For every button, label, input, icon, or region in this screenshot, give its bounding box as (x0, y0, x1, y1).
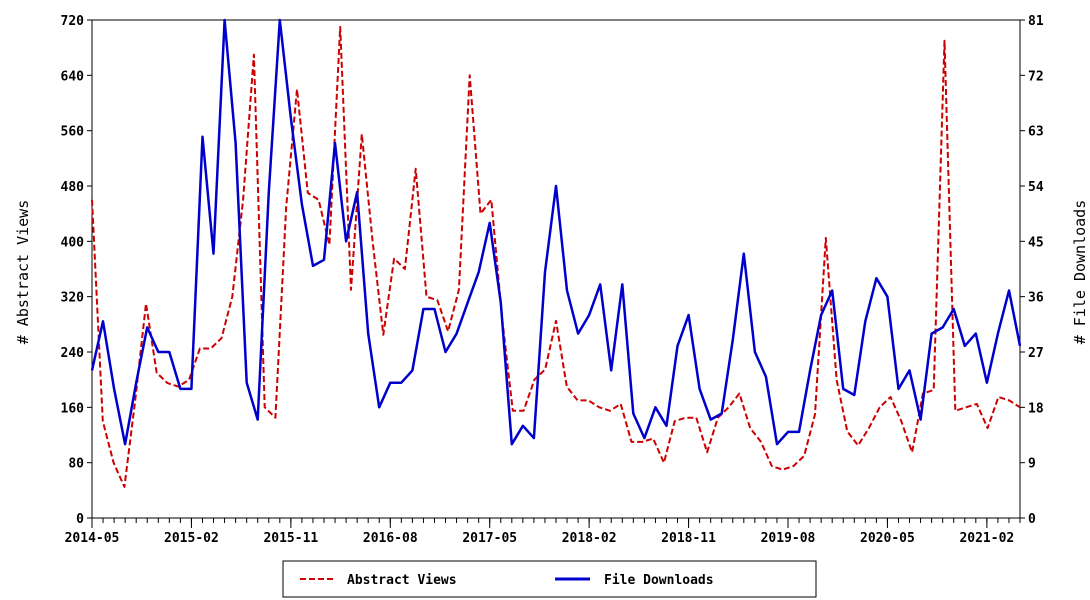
right-tick-label: 72 (1028, 69, 1044, 84)
left-tick-label: 400 (61, 235, 85, 250)
left-tick-label: 320 (61, 291, 85, 306)
series-layer (90, 18, 1022, 488)
legend-label-abstract-views: Abstract Views (347, 573, 457, 588)
legend-box (282, 560, 817, 598)
left-tick-label: 80 (68, 457, 84, 472)
right-tick-label: 81 (1028, 14, 1044, 29)
right-tick-label: 18 (1028, 401, 1044, 416)
x-tick-label: 2015-11 (263, 531, 318, 546)
right-y-axis: 0 9 18 27 36 45 54 63 72 81 (1020, 14, 1044, 527)
x-tick-label: 2015-02 (164, 531, 219, 546)
right-tick-label: 9 (1028, 457, 1036, 472)
right-tick-label: 45 (1028, 235, 1044, 250)
legend-label-file-downloads: File Downloads (604, 573, 714, 588)
x-axis: 2014-05 2015-02 2015-11 2016-08 2017-05 2018-… (65, 518, 1021, 546)
x-tick-label: 2020-05 (860, 531, 915, 546)
left-tick-label: 160 (61, 401, 85, 416)
x-tick-label: 2018-11 (661, 531, 716, 546)
x-tick-label: 2021-02 (959, 531, 1014, 546)
right-tick-label: 36 (1028, 291, 1044, 306)
left-tick-label: 0 (76, 512, 84, 527)
right-tick-label: 0 (1028, 512, 1036, 527)
left-tick-label: 720 (61, 14, 85, 29)
x-tick-label: 2019-08 (761, 531, 816, 546)
left-tick-label: 480 (61, 180, 85, 195)
right-tick-label: 63 (1028, 125, 1044, 140)
right-tick-label: 54 (1028, 180, 1044, 195)
x-tick-label: 2014-05 (65, 531, 120, 546)
legend: Abstract Views File Downloads (282, 560, 817, 598)
x-tick-label: 2017-05 (462, 531, 517, 546)
x-tick-label: 2018-02 (562, 531, 617, 546)
left-tick-label: 240 (61, 346, 85, 361)
left-y-axis: 0 80 160 240 320 400 480 560 640 720 (61, 14, 92, 527)
left-tick-label: 560 (61, 125, 85, 140)
x-tick-label: 2016-08 (363, 531, 418, 546)
series-line-abstract-views (91, 25, 1021, 488)
left-tick-label: 640 (61, 69, 85, 84)
right-tick-label: 27 (1028, 346, 1044, 361)
left-axis-title: # Abstract Views (14, 200, 32, 345)
series-line-file-downloads (90, 18, 1022, 446)
right-axis-title: # File Downloads (1071, 200, 1089, 345)
